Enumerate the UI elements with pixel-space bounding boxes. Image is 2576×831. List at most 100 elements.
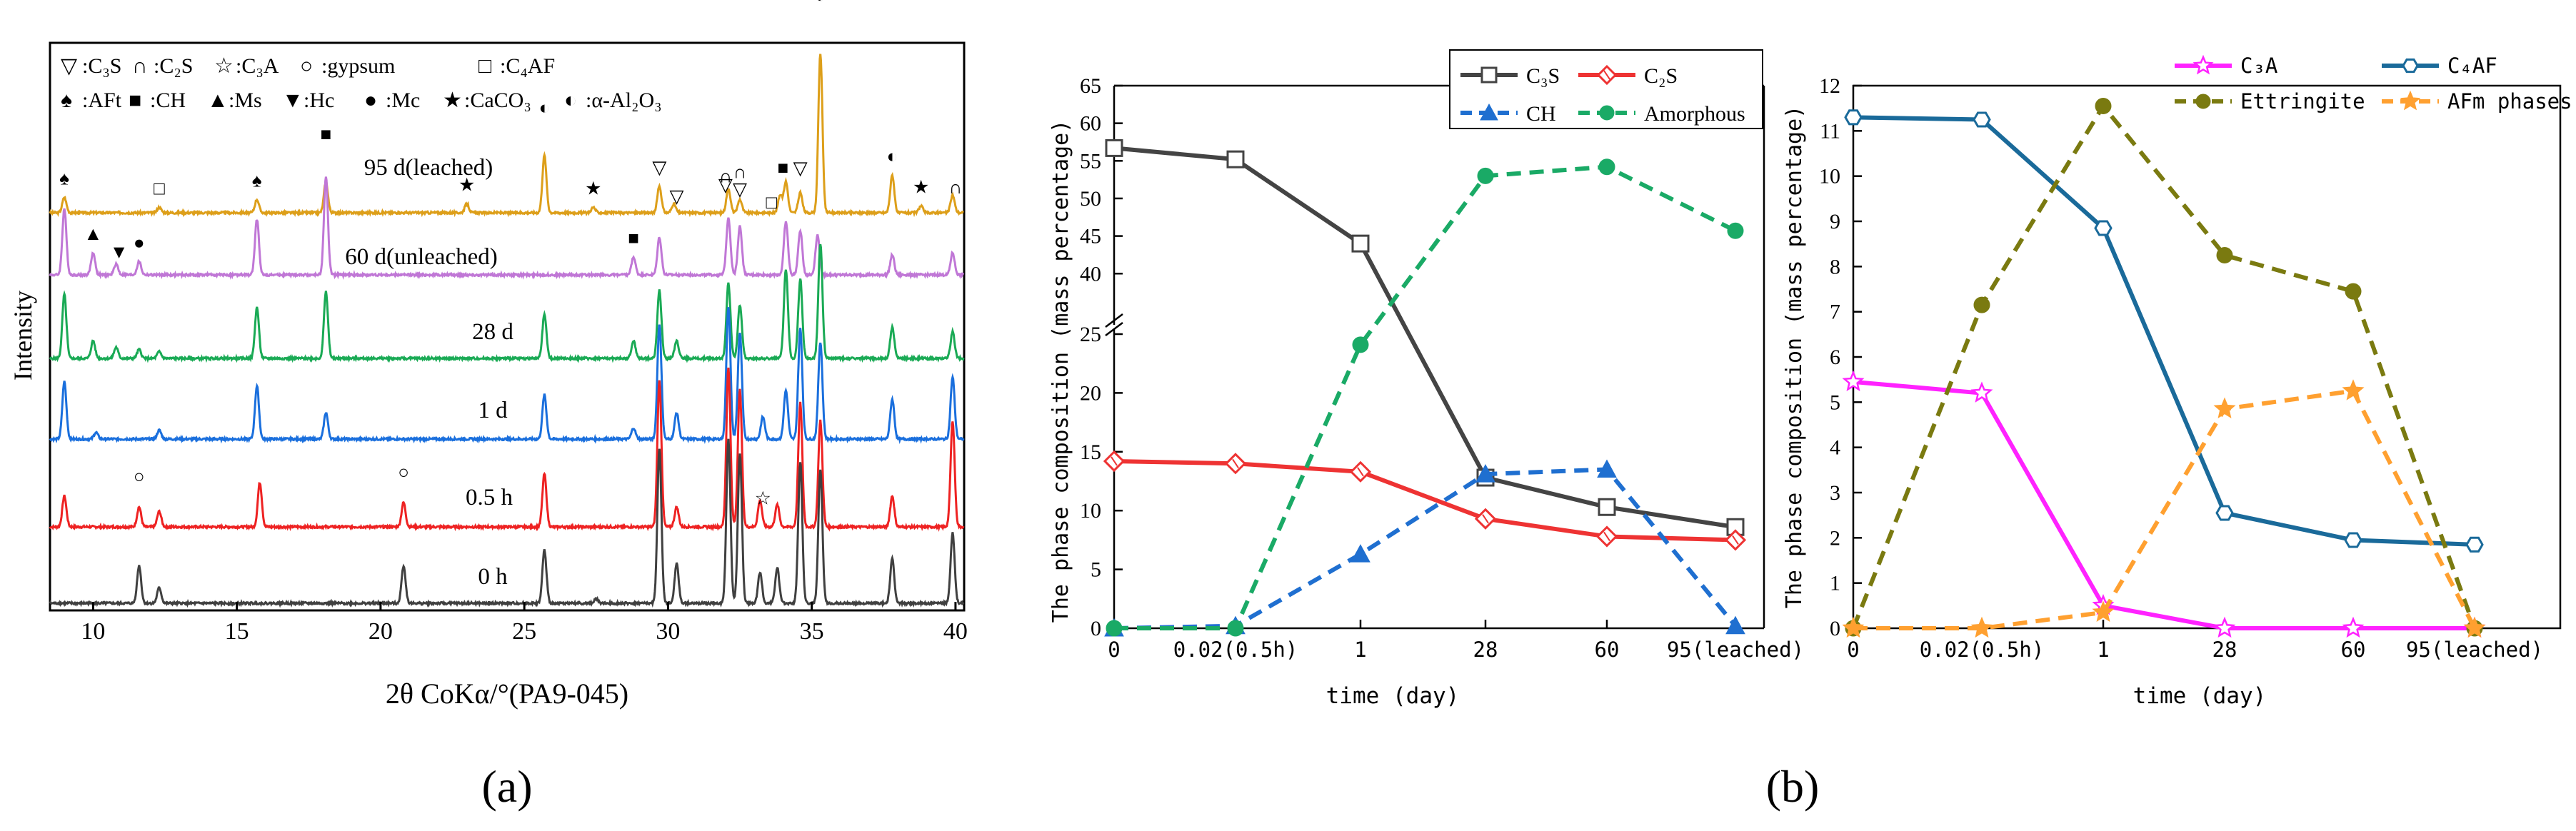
y-tick-label: 0 [1830,617,1840,640]
xrd-series-label: 1 d [478,398,508,423]
data-point [2095,98,2112,114]
data-point-detail [1357,467,1364,477]
data-point-detail [1482,514,1489,524]
y-tick-label: 3 [1830,481,1840,505]
series-line [1113,458,1736,543]
data-point-detail [1111,456,1118,466]
xrd-series-label: 0.5 h [466,485,513,510]
data-point [2213,397,2236,419]
data-point [2465,536,2484,553]
panel-a-ylabel: Intensity [9,291,37,381]
data-point [1970,381,1993,403]
peak-marker: ♠ [59,168,69,188]
legend-label: C₃S [1526,64,1560,88]
y-tick-label: 60 [1080,112,1101,136]
legend-symbol: ♠ [61,89,72,112]
data-point [1598,158,1615,176]
y-tick-label: 55 [1080,149,1101,173]
y-tick-label: 15 [1080,440,1101,464]
data-point [2216,247,2233,263]
legend-symbol: ● [364,89,377,112]
y-tick-label: 7 [1830,301,1840,324]
xrd-curve [49,54,964,218]
data-point [1973,111,1991,128]
legend-label: AFm phases [2447,89,2572,114]
peak-marker: □ [766,192,777,213]
panel-b-left-series [1103,138,1747,637]
y-tick-label: 9 [1830,210,1840,233]
series-line [1114,164,1737,630]
peak-marker: ★ [913,177,929,198]
data-point-detail [1603,70,1610,80]
peak-marker: ▼ [110,241,129,262]
data-point [2345,283,2362,300]
data-point [1842,370,1865,392]
legend-label: :α-Al₂O₃ [586,89,662,112]
data-point [1725,615,1745,635]
data-point [2463,616,2486,638]
peak-marker: ◐ [815,0,826,6]
panel-b-left-xlabel: time (day) [1326,683,1460,709]
panel-a-series-labels: 95 d(leached) 60 d(unleached) 28 d 1 d 0.5 h… [345,155,513,590]
data-point [1844,109,1863,126]
legend-symbol: ◐ [564,89,577,112]
y-tick-label: 11 [1820,119,1840,143]
peak-marker: ♠ [252,170,262,191]
x-tick-label: 25 [512,618,536,645]
panel-a-legend: ▽:C₃S ∩:C₂S ☆:C₃A ○:gypsum □:C₄AF ♠:AFt ■:CH ▲:… [61,54,662,112]
x-tick-label: 20 [369,618,393,645]
y-tick-label: 45 [1080,225,1101,248]
data-point [2092,600,2115,623]
data-point [1475,464,1495,483]
panel-a-xlabel: 2θ CoKα/°(PA9-045) [386,678,628,710]
peak-marker: ∩ [719,166,733,187]
data-point-detail [1603,531,1610,542]
legend-label: :Mc [386,89,420,112]
y-tick-label: 0 [1091,617,1101,640]
data-point [1598,498,1616,516]
peak-marker: ★ [585,178,601,199]
panel-a-peak-annotations: ♠□♠■★◐★▽▽▽∩▽∩□■▽◐◐★∩▲▼●■☆○○ [59,0,962,509]
data-point [1597,459,1617,478]
data-point [2342,616,2365,638]
peak-marker: ★ [458,175,475,196]
data-point [2400,90,2421,111]
legend-symbol: ▼ [282,89,304,112]
y-tick-label: 25 [1080,323,1101,346]
data-point [1599,105,1615,121]
data-point [2192,54,2214,75]
legend-label: :AFt [82,89,122,112]
peak-marker: ○ [398,462,409,483]
axis-break-mark [1105,322,1123,336]
legend-symbol: ○ [300,54,313,78]
peak-marker: ■ [778,157,789,178]
peak-marker: ▽ [718,175,733,196]
data-point [2215,505,2234,521]
x-tick-label: 95(leached) [1667,638,1804,662]
peak-marker: ▽ [652,157,666,178]
data-point [1727,222,1744,239]
panel-b-right-series [1842,98,2486,638]
peak-marker: ▽ [793,158,808,178]
panel-a-label: (a) [481,761,532,812]
x-tick-label: 0 [1847,638,1859,662]
panel-b-right-legend: C₃A C₄AF Ettringite AFm phases [2175,54,2572,114]
panel-a-curves [49,54,965,608]
data-point [1352,336,1369,353]
peak-marker: ▲ [84,223,103,244]
legend-label: :C₂S [154,54,194,78]
y-tick-label: 4 [1830,436,1840,460]
panel-b-left-ylabel: The phase composition (mass percentage) [1048,120,1073,623]
xrd-curve [49,176,965,281]
series-line [1113,146,1736,530]
data-point [1477,167,1494,184]
legend-label: Amorphous [1644,102,1745,126]
data-point [2344,532,2362,548]
legend-symbol: ▲ [207,89,229,112]
data-point [1226,150,1245,168]
legend-label: C₂S [1644,64,1678,88]
panel-b-left-chart: 0 5 10 15 20 25 40 45 50 55 60 65 0 0.02(0.5h) 1 28 60 95… [1048,49,1819,812]
y-tick-label: 12 [1819,74,1840,98]
